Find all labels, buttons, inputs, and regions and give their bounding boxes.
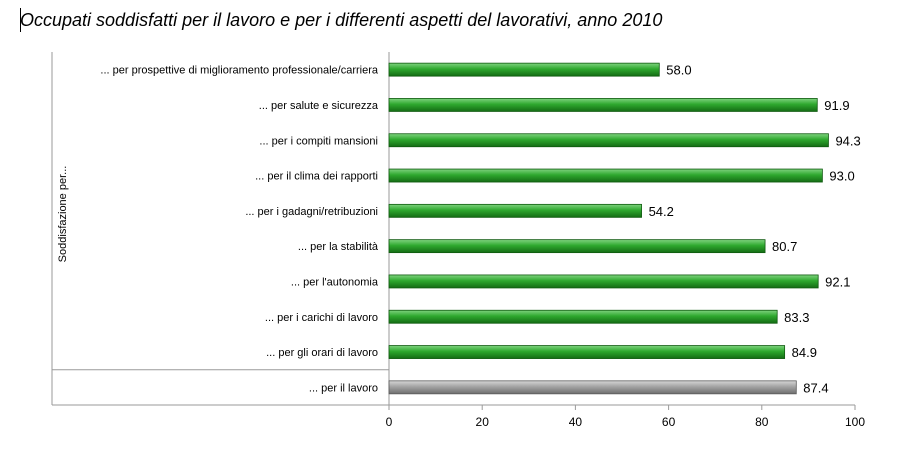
y-axis-title: Soddisfazione per... (57, 166, 69, 263)
value-label: 84.9 (792, 345, 817, 360)
bar (388, 239, 766, 254)
bar (388, 168, 823, 183)
value-label: 91.9 (824, 98, 849, 113)
bar (388, 309, 778, 324)
x-tick-label: 40 (569, 415, 583, 429)
category-label: ... per gli orari di lavoro (266, 347, 378, 359)
bar (388, 380, 797, 395)
value-label: 83.3 (784, 310, 809, 325)
value-label: 87.4 (803, 380, 828, 395)
x-tick-label: 60 (662, 415, 676, 429)
bar (388, 98, 818, 112)
bar (388, 62, 660, 77)
bar (388, 274, 819, 289)
text-cursor (20, 8, 21, 32)
bar (388, 345, 786, 359)
value-label: 54.2 (649, 204, 674, 219)
category-label: ... per la stabilità (298, 241, 379, 253)
value-label: 80.7 (772, 239, 797, 254)
bar (388, 203, 642, 218)
x-tick-label: 80 (755, 415, 769, 429)
category-label: ... per il clima dei rapporti (255, 171, 378, 183)
category-label: ... per i gadagni/retribuzioni (245, 206, 378, 218)
value-label: 58.0 (666, 63, 691, 78)
category-label: ... per il lavoro (309, 382, 378, 394)
category-label: ... per prospettive di miglioramento pro… (100, 65, 378, 77)
value-label: 94.3 (835, 133, 860, 148)
category-label: ... per i carichi di lavoro (265, 312, 378, 324)
value-label: 93.0 (829, 169, 854, 184)
category-label: ... per salute e sicurezza (259, 100, 379, 112)
category-label: ... per i compiti mansioni (259, 135, 378, 147)
value-label: 92.1 (825, 274, 850, 289)
bar (388, 133, 829, 148)
x-tick-label: 0 (386, 415, 393, 429)
category-label: ... per l'autonomia (291, 276, 379, 288)
x-tick-label: 20 (476, 415, 490, 429)
x-tick-label: 100 (845, 415, 865, 429)
chart-title: Occupati soddisfatti per il lavoro e per… (20, 10, 663, 30)
